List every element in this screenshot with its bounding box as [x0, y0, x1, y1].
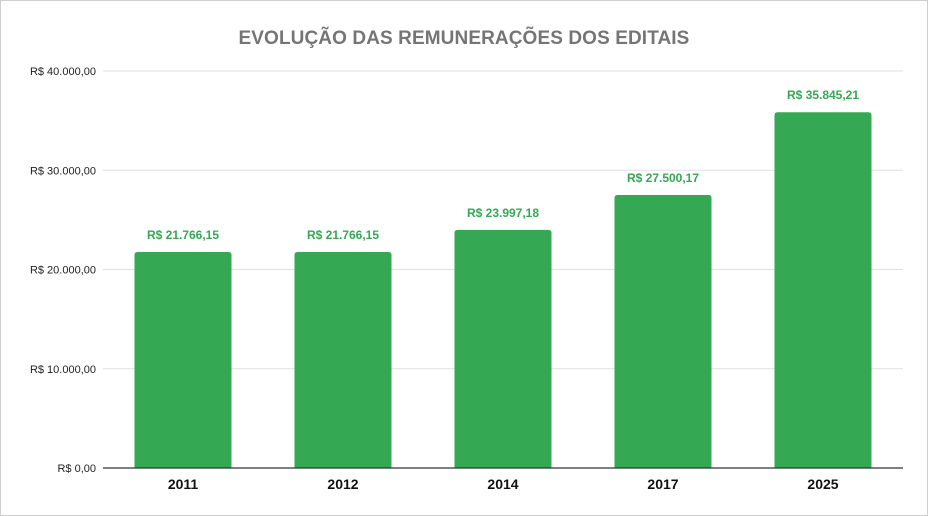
- x-tick-label: 2017: [647, 476, 678, 492]
- bar: [774, 112, 872, 468]
- bar: [294, 251, 392, 468]
- x-tick-label: 2025: [807, 476, 838, 492]
- chart-title: EVOLUÇÃO DAS REMUNERAÇÕES DOS EDITAIS: [238, 28, 690, 49]
- bar: [454, 229, 552, 468]
- y-tick-label: R$ 20.000,00: [30, 265, 96, 277]
- bar-data-label: R$ 27.500,17: [627, 171, 699, 185]
- y-tick-label: R$ 10.000,00: [30, 364, 96, 376]
- y-tick-label: R$ 40.000,00: [30, 66, 96, 78]
- bar-data-label: R$ 35.845,21: [787, 88, 859, 102]
- x-tick-label: 2011: [168, 476, 199, 492]
- y-tick-label: R$ 0,00: [57, 463, 96, 475]
- bar-data-label: R$ 21.766,15: [147, 228, 219, 242]
- x-tick-label: 2012: [327, 476, 358, 492]
- bar-data-label: R$ 23.997,18: [467, 206, 539, 220]
- bar-data-label: R$ 21.766,15: [307, 228, 379, 242]
- x-tick-label: 2014: [487, 476, 518, 492]
- bar: [134, 251, 232, 468]
- bar: [614, 195, 712, 469]
- y-tick-label: R$ 30.000,00: [30, 165, 96, 177]
